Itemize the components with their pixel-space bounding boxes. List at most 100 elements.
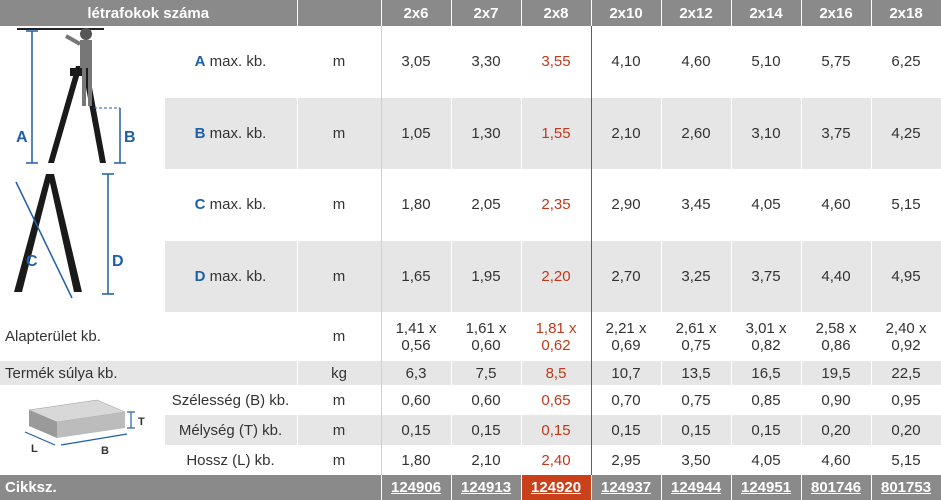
value-cell: 0,95 bbox=[871, 385, 941, 415]
unit: m bbox=[297, 415, 382, 445]
unit: m bbox=[297, 97, 382, 169]
header-title: létrafokok száma bbox=[0, 0, 298, 26]
value-cell: 22,5 bbox=[871, 361, 941, 385]
unit: m bbox=[297, 26, 382, 98]
row-label-text: max. kb. bbox=[209, 267, 267, 285]
row-a: A B C bbox=[0, 26, 941, 312]
value-cell: 0,20 bbox=[801, 415, 872, 445]
value-cell: 1,65 bbox=[381, 240, 452, 312]
product-code-link[interactable]: 124906 bbox=[381, 475, 452, 500]
value-cell: 4,60 bbox=[801, 169, 872, 241]
value-cell: 0,60 bbox=[381, 385, 452, 415]
unit: m bbox=[297, 240, 382, 312]
label-c: C bbox=[26, 253, 38, 270]
value-cell: 0,75 bbox=[661, 385, 732, 415]
row-label: Alapterület kb. bbox=[0, 312, 298, 361]
product-code-link[interactable]: 124937 bbox=[591, 475, 662, 500]
value-cell-highlight: 1,55 bbox=[520, 97, 592, 169]
unit: m bbox=[297, 385, 382, 415]
value-cell: 0,20 bbox=[871, 415, 941, 445]
row-label: Szélesség (B) kb. bbox=[164, 385, 298, 415]
value-cell: 3,05 bbox=[381, 26, 452, 98]
header-unit-col bbox=[297, 0, 382, 26]
row-label-text: max. kb. bbox=[209, 196, 267, 214]
value-cell-highlight: 2,40 bbox=[520, 445, 592, 475]
value-cell: 19,5 bbox=[801, 361, 872, 385]
value-cell: 2,10 bbox=[451, 445, 522, 475]
value-cell: 0,60 bbox=[451, 385, 522, 415]
product-code-link-selected[interactable]: 124920 bbox=[521, 475, 592, 500]
value-cell: 3,45 bbox=[661, 169, 732, 241]
unit: m bbox=[297, 312, 382, 361]
value-cell: 3,30 bbox=[451, 26, 522, 98]
value-cell: 0,15 bbox=[591, 415, 662, 445]
value-cell: 0,15 bbox=[451, 415, 522, 445]
row-label: Hossz (L) kb. bbox=[164, 445, 298, 475]
value-cell: 4,25 bbox=[871, 97, 941, 169]
value-cell: 5,10 bbox=[731, 26, 802, 98]
value-cell: 1,41 x 0,56 bbox=[381, 312, 452, 361]
col-header: 2x18 bbox=[871, 0, 941, 26]
row-c: C max. kb. m 1,80 2,05 2,35 2,90 3,45 4,… bbox=[0, 169, 941, 241]
value-cell: 5,15 bbox=[871, 445, 941, 475]
value-cell: 2,90 bbox=[591, 169, 662, 241]
header-row: létrafokok száma 2x6 2x7 2x8 2x10 2x12 2… bbox=[0, 0, 941, 26]
value-cell: 2,58 x 0,86 bbox=[801, 312, 872, 361]
row-label: B max. kb. bbox=[164, 97, 298, 169]
ladder-diagram-cell: A B C bbox=[0, 26, 165, 312]
value-cell: 1,95 bbox=[451, 240, 522, 312]
product-code-link[interactable]: 124951 bbox=[731, 475, 802, 500]
value-cell-highlight: 8,5 bbox=[520, 361, 592, 385]
row-label: C max. kb. bbox=[164, 169, 298, 241]
value-cell: 2,95 bbox=[591, 445, 662, 475]
value-cell-highlight: 1,81 x 0,62 bbox=[520, 312, 592, 361]
value-cell: 3,10 bbox=[731, 97, 802, 169]
value-cell: 10,7 bbox=[591, 361, 662, 385]
value-cell-highlight: 2,35 bbox=[520, 169, 592, 241]
value-cell: 3,75 bbox=[801, 97, 872, 169]
row-letter: D bbox=[194, 267, 206, 285]
col-header: 2x10 bbox=[591, 0, 662, 26]
value-cell: 5,75 bbox=[801, 26, 872, 98]
row-pack-width: T L B Szélesség (B) kb. m 0,60 0,60 0,65… bbox=[0, 385, 941, 475]
col-header: 2x8 bbox=[521, 0, 592, 26]
value-cell: 3,75 bbox=[731, 240, 802, 312]
box-label-b: B bbox=[101, 445, 109, 457]
value-cell: 4,60 bbox=[661, 26, 732, 98]
row-weight: Termék súlya kb. kg 6,3 7,5 8,5 10,7 13,… bbox=[0, 361, 941, 385]
value-cell: 4,60 bbox=[801, 445, 872, 475]
value-cell: 0,15 bbox=[381, 415, 452, 445]
col-header: 2x6 bbox=[381, 0, 452, 26]
value-cell: 1,05 bbox=[381, 97, 452, 169]
value-cell: 3,01 x 0,82 bbox=[731, 312, 802, 361]
product-code-link[interactable]: 801746 bbox=[801, 475, 872, 500]
col-header: 2x12 bbox=[661, 0, 732, 26]
value-cell-highlight: 2,20 bbox=[520, 240, 592, 312]
row-pack-length: Hossz (L) kb. m 1,80 2,10 2,40 2,95 3,50… bbox=[0, 445, 941, 475]
value-cell: 0,90 bbox=[801, 385, 872, 415]
product-code-link[interactable]: 124944 bbox=[661, 475, 732, 500]
value-cell: 2,21 x 0,69 bbox=[591, 312, 662, 361]
value-cell: 6,25 bbox=[871, 26, 941, 98]
ladder-diagram: A B C bbox=[13, 28, 135, 299]
value-cell: 4,40 bbox=[801, 240, 872, 312]
unit: m bbox=[297, 169, 382, 241]
unit: m bbox=[297, 445, 382, 475]
value-cell: 4,05 bbox=[731, 445, 802, 475]
value-cell: 1,80 bbox=[381, 445, 452, 475]
row-letter: C bbox=[194, 196, 206, 214]
box-diagram: T L B bbox=[24, 399, 145, 457]
row-label: D max. kb. bbox=[164, 240, 298, 312]
box-label-t: T bbox=[138, 416, 145, 428]
value-cell: 13,5 bbox=[661, 361, 732, 385]
unit: kg bbox=[297, 361, 382, 385]
footer-label: Cikksz. bbox=[0, 475, 382, 500]
product-code-link[interactable]: 124913 bbox=[451, 475, 522, 500]
value-cell: 7,5 bbox=[451, 361, 522, 385]
row-letter: A bbox=[194, 53, 206, 71]
value-cell: 2,70 bbox=[591, 240, 662, 312]
product-code-link[interactable]: 801753 bbox=[871, 475, 941, 500]
value-cell: 2,10 bbox=[591, 97, 662, 169]
footer-row: Cikksz. 124906 124913 124920 124937 1249… bbox=[0, 475, 941, 500]
